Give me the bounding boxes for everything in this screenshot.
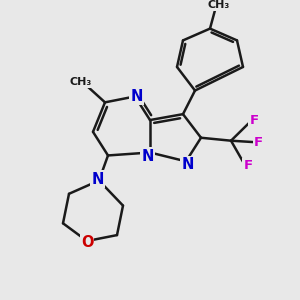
Text: F: F: [250, 113, 259, 127]
Text: N: N: [181, 157, 194, 172]
Text: F: F: [244, 159, 253, 172]
Text: CH₃: CH₃: [70, 77, 92, 87]
Text: F: F: [254, 136, 263, 149]
Text: N: N: [130, 89, 143, 104]
Text: N: N: [141, 148, 154, 164]
Text: O: O: [81, 235, 93, 250]
Text: N: N: [91, 172, 104, 187]
Text: CH₃: CH₃: [208, 0, 230, 10]
